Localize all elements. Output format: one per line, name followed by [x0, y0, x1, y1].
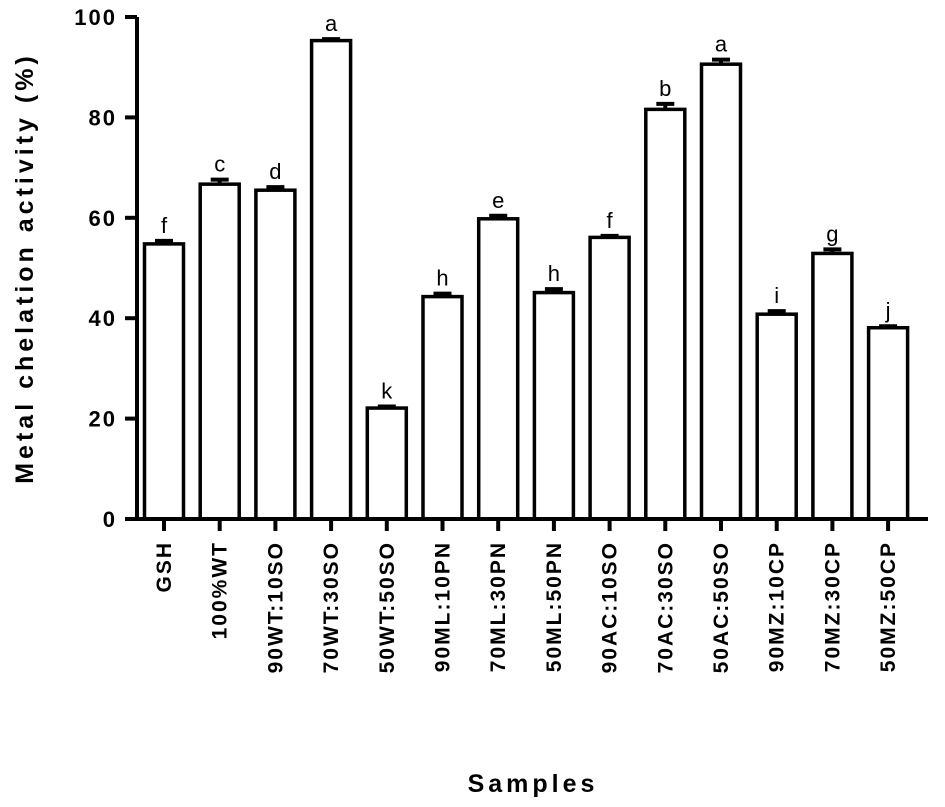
significance-letter: h [436, 266, 448, 291]
y-axis-ticks: 0 20 40 60 80 100 [74, 5, 137, 532]
y-axis-title: Metal chelation activity (%) [11, 52, 39, 484]
significance-letter: a [325, 11, 338, 36]
x-tick-label: 70AC:30SO [654, 541, 677, 673]
x-tick-label: GSH [153, 541, 176, 593]
error-bar [544, 287, 563, 293]
bar [811, 251, 854, 521]
significance-letter: f [607, 208, 614, 233]
bar [588, 235, 631, 521]
bar [365, 406, 409, 521]
x-tick-label: 90AC:10SO [599, 541, 622, 673]
significance-letter: a [715, 32, 728, 57]
error-bar [377, 404, 396, 409]
x-tick-label: 100%WT [209, 541, 232, 639]
x-tick-label: 70MZ:30CP [821, 541, 844, 672]
x-tick-label: 90WT:10SO [264, 541, 287, 673]
bar [755, 312, 798, 521]
y-tick-label: 20 [89, 407, 117, 432]
x-tick-label: 50WT:50SO [376, 541, 399, 673]
bar [198, 182, 241, 521]
significance-letter: b [659, 76, 671, 101]
error-bar [712, 57, 730, 65]
bar [476, 217, 520, 521]
significance-letter: k [381, 379, 393, 404]
x-tick-label: 50AC:50SO [710, 541, 733, 673]
significance-letter: c [214, 152, 225, 177]
significance-letter: f [161, 213, 168, 238]
bar [866, 325, 910, 521]
error-bar [322, 37, 341, 42]
error-bar [266, 185, 285, 191]
bar [254, 188, 297, 521]
x-tick-label: 90ML:10PN [432, 541, 455, 672]
significance-letter: e [492, 188, 504, 213]
y-tick-label: 80 [89, 105, 117, 130]
x-tick-label: 50MZ:50CP [877, 541, 900, 672]
significance-letter: g [826, 221, 838, 246]
bar [142, 242, 186, 521]
error-bar [210, 177, 229, 185]
bar [699, 62, 743, 521]
error-bars [155, 37, 898, 409]
error-bar [823, 247, 842, 254]
bar [309, 38, 353, 521]
bar [644, 107, 687, 521]
error-bar [433, 291, 452, 297]
y-tick-label: 40 [89, 306, 117, 331]
y-tick-label: 60 [89, 206, 117, 231]
x-tick-label: 90MZ:10CP [766, 541, 789, 672]
significance-letter: d [269, 159, 281, 184]
error-bar [600, 233, 619, 238]
x-axis-ticks: GSH 100%WT 90WT:10SO 70WT:30SO 50WT:50SO 90ML… [153, 519, 900, 673]
x-axis-title: Samples [468, 770, 599, 798]
bar [421, 294, 464, 521]
error-bar [489, 213, 508, 219]
significance-letter: j [885, 298, 891, 323]
significance-letter: h [548, 261, 560, 286]
x-tick-label: 70WT:30SO [320, 541, 343, 673]
significance-letters: f c d a k h e h f b a i g j [161, 11, 891, 403]
bar [532, 290, 576, 521]
error-bar [767, 309, 786, 315]
bars [142, 38, 910, 521]
error-bar [155, 238, 173, 244]
error-bar [656, 101, 675, 110]
error-bar [879, 324, 898, 329]
x-tick-label: 70ML:30PN [487, 541, 510, 672]
significance-letter: i [774, 283, 779, 308]
y-tick-label: 100 [74, 5, 117, 30]
x-tick-label: 50ML:50PN [543, 541, 566, 672]
y-tick-label: 0 [103, 507, 117, 532]
